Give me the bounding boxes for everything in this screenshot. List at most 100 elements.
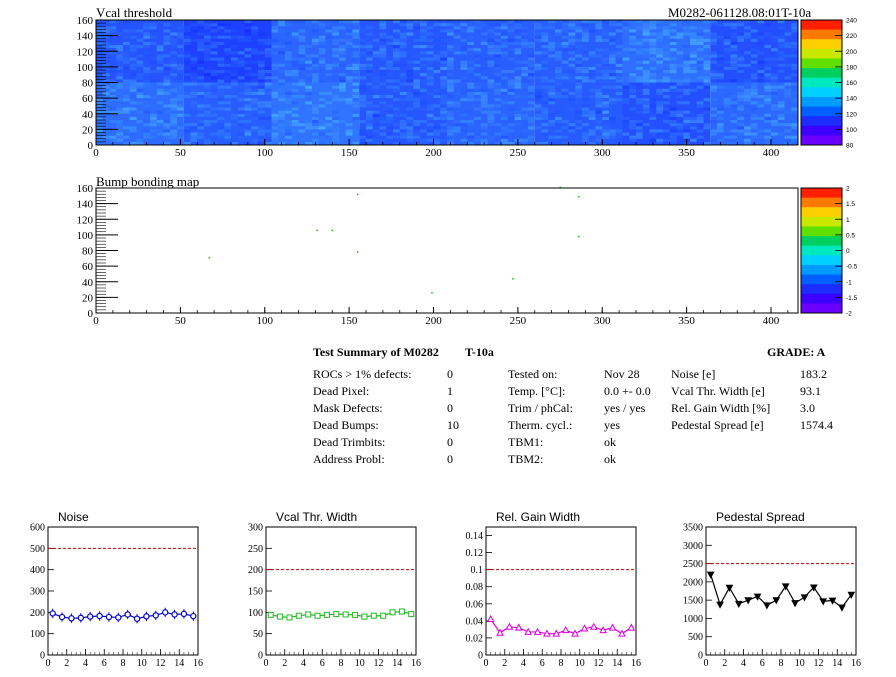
heatmap-cell (251, 79, 258, 83)
heatmap-cell (501, 41, 508, 45)
heatmap-cell (568, 63, 576, 67)
heatmap-cell (615, 79, 623, 83)
heatmap-cell (224, 120, 231, 124)
x-tick-label: 150 (341, 315, 358, 327)
data-point (819, 598, 828, 606)
heatmap-cell (291, 73, 299, 77)
heatmap-cell (393, 113, 400, 117)
colorbar-segment (801, 125, 842, 136)
heatmap-cell (285, 135, 292, 139)
heatmap-cell (258, 70, 265, 74)
heatmap-cell (629, 79, 636, 83)
heatmap-cell (683, 110, 690, 114)
x-tick-label: 300 (594, 315, 611, 327)
heatmap-cell (116, 82, 123, 86)
heatmap-cell (602, 135, 609, 139)
y-tick-label: 0 (40, 651, 45, 662)
heatmap-cell (109, 98, 117, 102)
heatmap-cell (447, 66, 454, 70)
heatmap-cell (291, 70, 299, 74)
condition-label: Temp. [°C]: (508, 384, 566, 398)
heatmap-cell (690, 41, 697, 45)
heatmap-cell (231, 32, 238, 36)
heatmap-cell (460, 63, 468, 67)
heatmap-cell (555, 141, 562, 145)
heatmap-cell (204, 110, 211, 114)
heatmap-cell (150, 29, 157, 33)
heatmap-cell (494, 88, 501, 92)
x-tick-label: 0 (704, 658, 709, 669)
heatmap-cell (285, 110, 292, 114)
heatmap-cell (318, 126, 326, 130)
heatmap-cell (440, 66, 447, 70)
heatmap-cell (136, 95, 144, 99)
data-point (599, 625, 608, 634)
heatmap-cell (244, 120, 252, 124)
heatmap-cell (96, 79, 103, 83)
heatmap-cell (568, 23, 576, 27)
data-point (706, 571, 715, 579)
heatmap-cell (615, 138, 623, 142)
condition-value: ok (604, 435, 616, 449)
heatmap-cell (359, 141, 366, 145)
pedestal-spread-plot-title: Pedestal Spread (716, 510, 805, 524)
heatmap-cell (379, 126, 387, 130)
heatmap-cell (406, 45, 414, 49)
heatmap-cell (440, 120, 447, 124)
heatmap-cell (683, 135, 690, 139)
defect-label: Dead Pixel: (313, 384, 370, 398)
heatmap-cell (474, 57, 481, 61)
data-point (514, 623, 523, 631)
heatmap-cell (703, 79, 711, 83)
heatmap-cell (399, 123, 407, 127)
heatmap-cell (521, 70, 528, 74)
heatmap-cell (406, 132, 414, 136)
x-tick-label: 50 (175, 315, 187, 327)
heatmap-cell (177, 70, 184, 74)
heatmap-cell (177, 98, 184, 102)
heatmap-cell (312, 76, 319, 80)
heatmap-cell (163, 66, 171, 70)
heatmap-cell (217, 79, 225, 83)
heatmap-cell (426, 66, 434, 70)
data-point (524, 627, 533, 635)
heatmap-cell (575, 26, 582, 30)
heatmap-cell (467, 26, 474, 30)
heatmap-cell (541, 38, 549, 42)
heatmap-cell (649, 129, 657, 133)
heatmap-cell (453, 32, 461, 36)
heatmap-cell (541, 32, 549, 36)
heatmap-cell (379, 23, 387, 27)
heatmap-cell (663, 32, 670, 36)
heatmap-cell (352, 98, 360, 102)
heatmap-cell (129, 88, 137, 92)
heatmap-cell (696, 41, 704, 45)
heatmap-cell (339, 38, 346, 42)
heatmap-cell (386, 95, 393, 99)
x-tick-label: 350 (678, 147, 695, 159)
heatmap-cell (224, 101, 231, 105)
heatmap-cell (163, 95, 171, 99)
heatmap-cell (318, 120, 326, 124)
heatmap-cell (777, 73, 785, 77)
heatmap-cell (555, 54, 562, 58)
heatmap-cell (514, 110, 522, 114)
x-tick-label: 14 (392, 658, 402, 669)
heatmap-cell (528, 138, 535, 142)
heatmap-cell (102, 107, 110, 111)
heatmap-cell (96, 138, 103, 142)
heatmap-cell (690, 54, 697, 58)
heatmap-cell (676, 126, 684, 130)
heatmap-cell (447, 32, 454, 36)
heatmap-cell (244, 104, 252, 108)
x-tick-label: 200 (425, 315, 442, 327)
heatmap-cell (109, 29, 117, 33)
heatmap-cell (528, 45, 535, 49)
y-tick-label: 160 (77, 183, 94, 195)
heatmap-cell (123, 45, 130, 49)
heatmap-cell (649, 76, 657, 80)
data-point (77, 614, 85, 622)
gain-width-plot-title: Rel. Gain Width (496, 510, 581, 524)
heatmap-cell (501, 138, 508, 142)
heatmap-cell (582, 38, 589, 42)
